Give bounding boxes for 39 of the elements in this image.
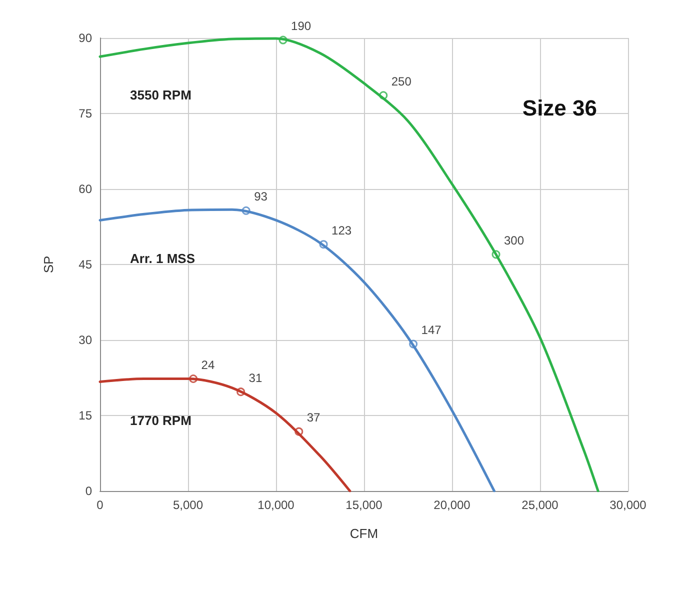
line-series	[98, 208, 496, 492]
annotation: Size 36	[522, 95, 598, 120]
point	[189, 374, 198, 384]
y-tick-label: 60	[78, 182, 92, 196]
y-tick-label: 15	[78, 408, 92, 422]
annotation: 93	[254, 190, 268, 204]
y-tick-label: 45	[78, 258, 92, 272]
x-axis-title: CFM	[350, 526, 378, 541]
annotation: 37	[306, 410, 321, 425]
point	[294, 427, 304, 436]
y-axis-title: SP	[41, 256, 56, 274]
y-tick-label: 75	[78, 106, 92, 120]
point	[409, 340, 418, 348]
annotation: 31	[248, 370, 262, 385]
text: 1770 RPM	[130, 412, 192, 428]
y-tick-label: 30	[78, 333, 92, 347]
annotation: 250	[391, 74, 412, 88]
point	[236, 388, 246, 396]
x-tick-label: 30,000	[610, 498, 647, 512]
annotation: 190	[291, 19, 312, 34]
y-tick-label: 0	[85, 484, 92, 498]
point	[379, 91, 388, 100]
x-tick-label: 20,000	[434, 498, 471, 512]
annotation: 147	[421, 323, 442, 338]
annotation: 24	[201, 358, 215, 372]
text: 3550 RPM	[130, 88, 192, 103]
point	[242, 206, 250, 215]
point	[319, 240, 328, 249]
point	[492, 250, 500, 259]
annotation: 123	[332, 223, 352, 238]
x-tick-label: 25,000	[522, 498, 559, 512]
x-tick-label: 0	[96, 498, 104, 512]
point	[278, 36, 288, 44]
y-tick-label: 90	[78, 31, 92, 45]
text: Arr. 1 MSS	[130, 251, 196, 266]
x-tick-label: 15,000	[346, 498, 383, 512]
x-tick-label: 5,000	[172, 498, 204, 512]
annotation: 300	[504, 233, 524, 248]
x-tick-label: 10,000	[258, 498, 295, 512]
